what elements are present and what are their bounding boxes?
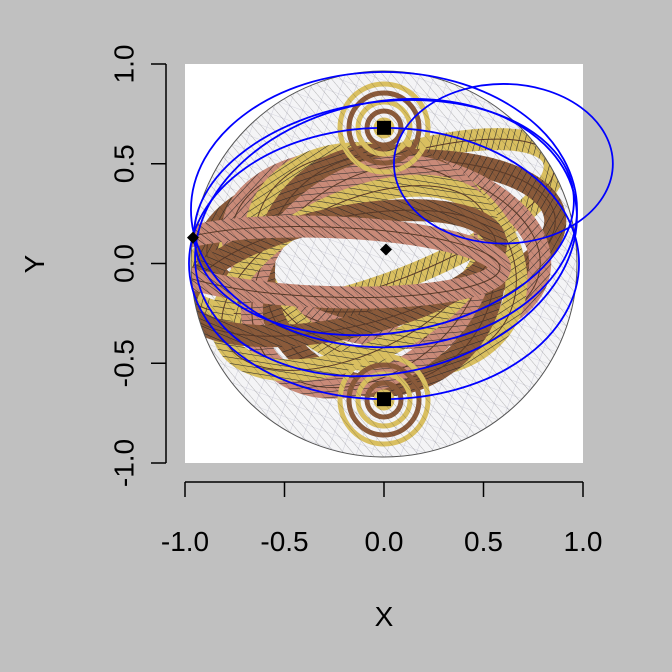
- y-tick-label: -0.5: [108, 339, 139, 387]
- x-tick-label: -0.5: [260, 526, 308, 557]
- data-point: [186, 231, 199, 244]
- x-tick-label: 1.0: [564, 526, 603, 557]
- y-tick-label: 1.0: [108, 45, 139, 84]
- data-point: [377, 120, 391, 135]
- y-axis: -1.0 -0.5 0.0 0.5 1.0: [108, 45, 167, 487]
- x-axis-label: X: [375, 601, 394, 632]
- y-tick-label: -1.0: [108, 439, 139, 487]
- overlay-curve: [393, 83, 614, 245]
- x-tick-label: 0.0: [365, 526, 404, 557]
- overlay-curve: [194, 98, 578, 378]
- y-tick-label: 0.5: [108, 144, 139, 183]
- x-tick-label: 0.5: [464, 526, 503, 557]
- data-point: [379, 243, 392, 256]
- point-layer: [186, 120, 392, 407]
- y-axis-label: Y: [19, 254, 50, 273]
- x-tick-label: -1.0: [161, 526, 209, 557]
- x-axis: -1.0 -0.5 0.0 0.5 1.0: [161, 481, 603, 557]
- y-tick-label: 0.0: [108, 244, 139, 283]
- data-point: [377, 392, 391, 407]
